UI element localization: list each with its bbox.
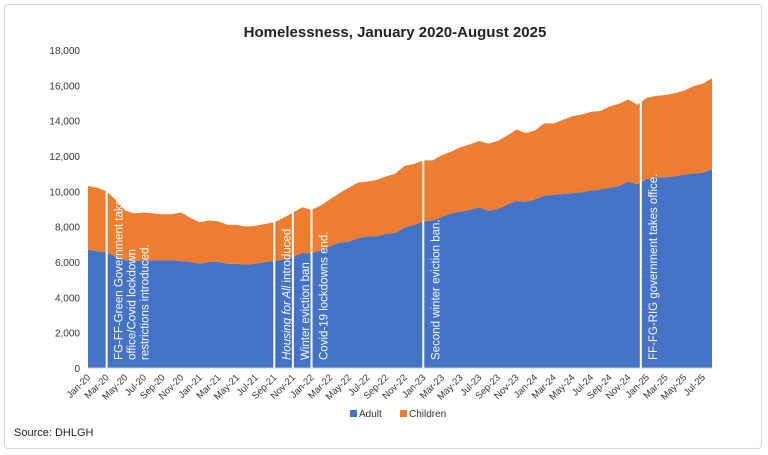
annotation-label: Winter eviction ban: [300, 262, 312, 360]
chart-frame: [4, 4, 762, 449]
annotation-text: Covid-19 lockdowns end.: [319, 232, 331, 361]
svg-text:Housing for All introduced: Housing for All introduced: [281, 229, 293, 360]
y-tick-label: 0: [74, 364, 80, 375]
annotation-text: restrictions introduced.: [140, 244, 152, 360]
y-tick-label: 18,000: [49, 46, 80, 57]
y-tick-label: 16,000: [49, 81, 80, 92]
annotation-italic: Housing for All: [281, 285, 293, 360]
y-tick-label: 14,000: [49, 117, 80, 128]
annotation-label: FF-FG-RIG government takes office.: [648, 174, 660, 360]
legend-label: Adult: [359, 409, 382, 420]
y-tick-label: 10,000: [49, 187, 80, 198]
y-tick-label: 8,000: [55, 223, 80, 234]
annotation-text: introduced: [281, 229, 293, 286]
legend-swatch-adult: [350, 410, 357, 417]
area-adult: [88, 169, 712, 368]
legend-swatch-children: [400, 410, 407, 417]
x-tick-label: Jul-25: [682, 372, 708, 398]
y-tick-label: 2,000: [55, 329, 80, 340]
y-tick-label: 6,000: [55, 258, 80, 269]
annotation-text: FG-FF-Green Government takes: [114, 193, 126, 360]
y-tick-label: 4,000: [55, 293, 80, 304]
area-children: [88, 78, 712, 265]
legend-label: Children: [409, 409, 446, 420]
annotation-label: Covid-19 lockdowns end.: [319, 232, 331, 361]
y-tick-label: 12,000: [49, 152, 80, 163]
annotation-label: Housing for All introduced: [281, 229, 293, 360]
source-note: Source: DHLGH: [14, 427, 94, 439]
annotation-text: office/Covid lockdown: [127, 249, 139, 360]
annotation-text: FF-FG-RIG government takes office.: [648, 174, 660, 360]
annotation-label: Second winter eviction ban.: [430, 219, 442, 360]
chart-title: Homelessness, January 2020-August 2025: [244, 24, 547, 41]
annotation-label: FG-FF-Green Government takes office/Covid…: [114, 193, 152, 360]
annotation-text: Second winter eviction ban.: [430, 219, 442, 360]
annotation-text: Winter eviction ban: [300, 262, 312, 360]
